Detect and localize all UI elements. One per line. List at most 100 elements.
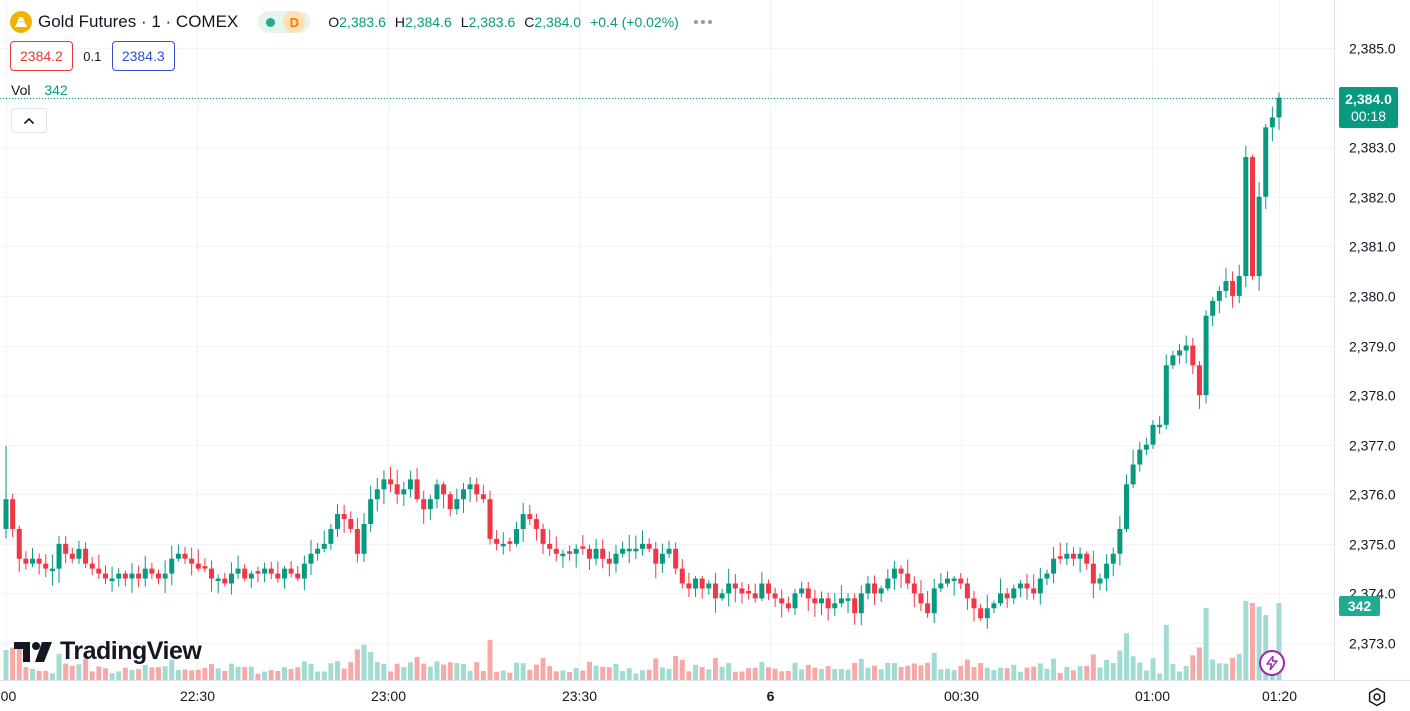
candle-body [1263,127,1269,197]
volume-bar [865,667,871,680]
candle-body [328,528,334,544]
candle-body [195,563,201,569]
volume-bar [580,670,586,680]
volume-bar [222,670,228,680]
last-price-value: 2,384.0 [1345,90,1392,107]
candle-body [1117,528,1123,554]
candle-body [162,573,168,579]
candle-body [222,578,228,584]
volume-bar [407,662,413,680]
volume-bar [89,671,95,680]
volume-bar [693,664,699,680]
volume-bar [169,659,175,680]
volume-bar [1031,666,1037,680]
volume-bar [441,664,447,680]
volume-legend[interactable]: Vol 342 [11,82,68,98]
volume-bar [195,669,201,680]
candle-body [872,583,878,594]
volume-bar [1223,663,1229,680]
volume-bar [381,663,387,680]
ohlc-change: +0.4 (+0.02%) [590,14,679,30]
candle-body [1024,583,1030,589]
volume-bar [175,669,181,680]
volume-bar [1216,663,1222,680]
candle-body [1177,350,1183,356]
candle-body [414,479,420,500]
candle-body [374,489,380,500]
lightning-icon[interactable] [1259,650,1285,676]
more-dots-icon[interactable] [693,20,712,24]
candle-body [1057,556,1063,559]
volume-bar [514,662,520,680]
tradingview-logo[interactable]: TradingView [14,637,202,666]
candle-body [1196,365,1202,396]
volume-bar [275,670,281,680]
settings-icon[interactable] [1366,686,1388,708]
volume-bar [129,669,135,680]
tradingview-logo-icon [14,641,52,662]
volume-bar [162,666,168,680]
volume-bar [838,668,844,680]
volume-bar [215,668,221,680]
symbol-title[interactable]: Gold Futures · 1 · COMEX [38,12,239,31]
tradingview-logo-text: TradingView [60,637,202,665]
candle-body [83,548,89,564]
candle-body [407,479,413,490]
candle-body [925,603,931,614]
volume-bar [520,663,526,680]
volume-bar [295,667,301,680]
candle-body [354,528,360,554]
volume-bar [1070,670,1076,680]
candle-body [1190,345,1196,366]
ohlc-low: L2,383.6 [460,14,516,30]
volume-bar [116,671,122,680]
candle-body [1223,281,1229,291]
bar-countdown: 00:18 [1350,107,1387,124]
candle-body [301,563,307,579]
candle-body [719,593,725,599]
volume-bar [242,667,248,680]
candle-body [799,588,805,594]
candle-body [964,583,970,599]
volume-bar [533,664,539,680]
collapse-legend-button[interactable] [11,108,47,133]
candle-body [56,543,62,569]
volume-bar [1064,667,1070,680]
volume-bar [10,647,16,680]
sell-button[interactable]: 2384.2 [10,41,73,71]
candle-body [865,583,871,594]
volume-bar [686,671,692,680]
candle-body [262,568,268,574]
price-tick-label: 2,380.0 [1349,289,1396,305]
volume-bar [805,664,811,680]
price-tick-label: 2,383.0 [1349,140,1396,156]
gold-logo-icon [10,11,32,33]
candle-body [825,598,831,609]
volume-bar [1057,672,1063,680]
candle-body [686,583,692,589]
candle-body [520,514,526,529]
candle-body [746,590,752,594]
volume-bar [964,659,970,680]
candle-body [69,553,75,559]
volume-bar [480,670,486,680]
candle-body [1269,117,1275,128]
candle-body [1183,345,1189,351]
buy-button[interactable]: 2384.3 [111,41,175,71]
candle-body [321,543,327,549]
candle-body [281,568,287,579]
candle-body [248,573,254,579]
candle-body [122,573,128,579]
candle-body [215,578,221,582]
candle-body [553,548,559,554]
time-tick-label: :00 [0,688,16,704]
candle-body [43,563,49,569]
volume-bar [388,671,394,680]
volume-bar [653,658,659,680]
candle-body [454,499,460,510]
candle-body [606,558,612,564]
volume-bar [1011,664,1017,680]
candle-body [878,588,884,594]
market-status-pill[interactable]: D [258,11,311,33]
